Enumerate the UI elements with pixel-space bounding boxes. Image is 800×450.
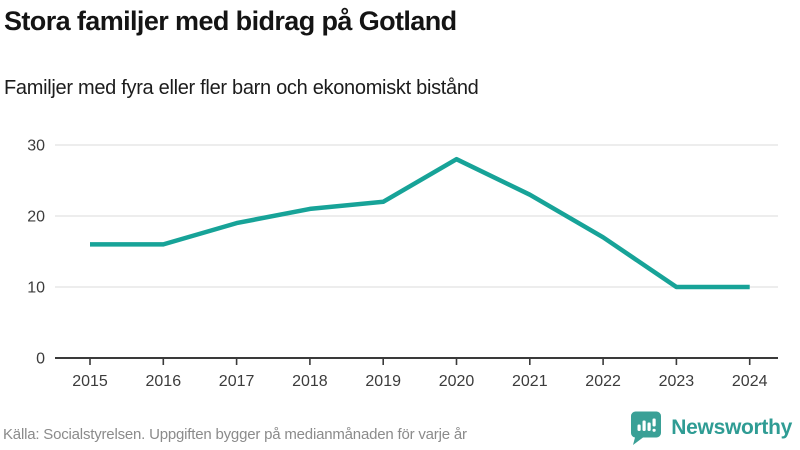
y-axis-tick-label: 30	[27, 138, 45, 155]
y-axis-tick-label: 0	[36, 351, 45, 368]
newsworthy-icon	[631, 411, 662, 445]
x-axis-tick-label: 2022	[585, 373, 621, 390]
x-axis-tick-label: 2021	[512, 373, 548, 390]
x-axis-tick-label: 2017	[219, 373, 255, 390]
y-axis-tick-label: 10	[27, 280, 45, 297]
newsworthy-logo: Newsworthy	[628, 409, 792, 446]
chart-subtitle: Familjer med fyra eller fler barn och ek…	[4, 77, 479, 99]
y-axis-tick-label: 20	[27, 209, 45, 226]
speech-bubble-shape	[631, 411, 662, 445]
data-series-line	[90, 156, 750, 290]
x-axis-tick-label: 2024	[732, 373, 768, 390]
x-axis-tick-label: 2019	[365, 373, 401, 390]
x-axis-tick-label: 2020	[439, 373, 475, 390]
mini-bar-chart-glyph	[637, 418, 656, 432]
x-axis-tick-label: 2023	[659, 373, 695, 390]
x-axis-tick-label: 2015	[72, 373, 108, 390]
line-chart: 0 10 20 30 2015 2016 2017 2018 2019 2020 2021 2022 2…	[27, 138, 778, 390]
source-note: Källa: Socialstyrelsen. Uppgiften bygger…	[3, 426, 467, 443]
x-axis-tick-label: 2016	[146, 373, 182, 390]
brand-name: Newsworthy	[671, 415, 792, 439]
page-title: Stora familjer med bidrag på Gotland	[4, 6, 457, 36]
x-axis-tick-label: 2018	[292, 373, 328, 390]
